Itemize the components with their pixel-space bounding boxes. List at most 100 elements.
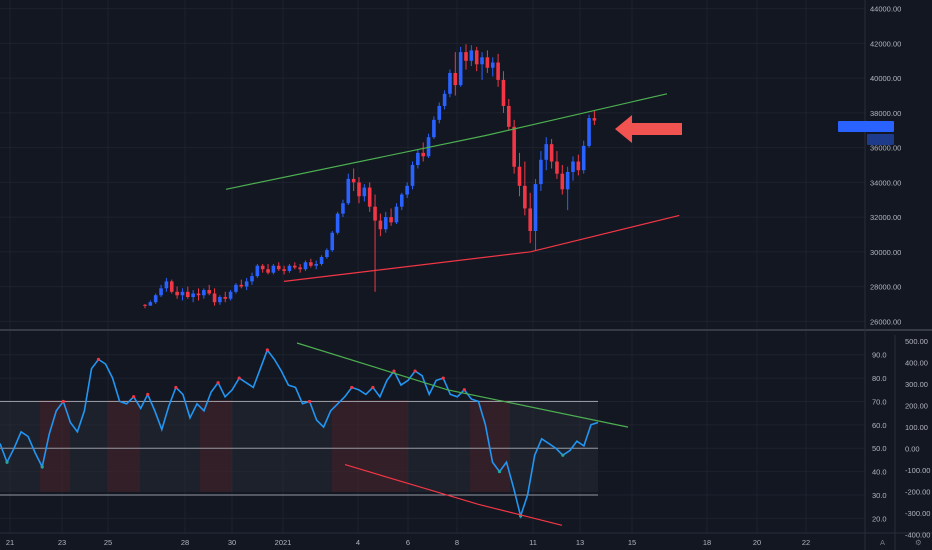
auto-scale-button[interactable]: A [880,538,885,547]
candle-body [469,50,474,61]
candle-body [191,293,195,297]
time-tick-label: 18 [703,538,711,547]
price-axis[interactable]: 26000.00 28000.00 30000.00 32000.00 34000.00… [870,5,901,327]
oscillator-peak-dot [392,369,396,373]
candle-body [490,62,495,68]
oscillator-peak-dot [132,395,136,399]
candle-body [175,291,179,296]
time-tick-label: 4 [356,538,360,547]
oscillator-series[interactable] [0,348,599,519]
candle-body [250,276,254,282]
candle-body [367,187,372,207]
candle-body [480,57,484,65]
time-tick-label: 2021 [275,538,292,547]
candle-body [330,232,335,251]
candle-body [153,295,158,303]
oscillator-peak-dot [413,369,417,373]
current-price-badge[interactable] [838,121,894,145]
candle-body [314,264,318,266]
candle-body [276,265,281,270]
candle-body [362,187,367,197]
candle-body [549,144,554,162]
osc-right-tick-label: 0.00 [905,445,920,454]
osc-left-tick-label: 50.0 [872,444,887,453]
oscillator-trough-dot [5,460,9,464]
oscillator-peak-dot [96,357,101,361]
oscillator-peak-dot [61,399,65,404]
oscillator-peak-dot [237,376,241,380]
candle-body [389,217,393,223]
osc-left-tick-label: 60.0 [872,421,887,430]
candle-body [255,265,260,277]
time-tick-label: 6 [406,538,410,547]
candle-body [143,304,147,306]
lower-trendline [283,214,680,282]
oscillator-peak-dot [174,385,178,390]
osc-right-tick-label: -100.00 [905,466,930,475]
price-badge-bg [838,121,894,132]
osc-left-tick-label: 30.0 [872,491,887,500]
tint-region [108,400,140,492]
candle-body [453,72,458,86]
candle-body [319,257,324,264]
candle-body [309,262,313,266]
osc-left-tick-label: 80.0 [872,374,887,383]
candle-body [298,267,302,270]
oscillator-trough-dot [40,465,44,469]
osc-right-tick-label: -400.00 [905,531,930,540]
oscillator-peak-dot [216,381,220,385]
time-tick-label: 8 [455,538,459,547]
oscillator-left-axis[interactable]: 20.0 30.0 40.0 50.0 60.0 70.0 80.0 90.0 [872,351,887,524]
candle-body [581,145,586,171]
candle-body [325,250,329,258]
osc-right-tick-label: 500.00 [905,337,928,346]
osc-right-tick-label: 100.00 [905,423,928,432]
candle-body [448,72,452,94]
osc-left-tick-label: 40.0 [872,468,887,477]
price-tick-label: 42000.00 [870,39,901,48]
candle-body [207,290,211,294]
candle-body [485,57,490,68]
candle-body [592,118,597,121]
oscillator-peak-dot [462,388,466,392]
candle-body [533,184,538,231]
candle-body [507,105,511,127]
candle-body [260,265,265,270]
arrow-head [615,115,632,143]
candle-body [223,297,228,299]
candle-body [501,79,506,106]
candle-body [351,178,356,183]
settings-icon[interactable]: ⚙ [915,538,922,547]
candle-body [410,165,415,186]
grid-lines [0,0,865,533]
osc-left-tick-label: 90.0 [872,351,887,360]
candle-body [202,290,206,296]
candle-body [212,293,217,303]
candlestick-series[interactable] [143,44,597,309]
time-tick-label: 20 [753,538,761,547]
trendlines[interactable] [225,93,680,526]
price-tick-label: 30000.00 [870,248,901,257]
candle-body [196,293,201,296]
candle-body [432,119,436,138]
candle-body [421,152,425,157]
candle-body [271,265,276,273]
time-axis[interactable]: 21 23 25 28 30 2021 4 6 8 11 13 15 18 20 22 [6,538,810,547]
candle-body [186,291,190,297]
time-tick-label: 13 [576,538,584,547]
price-tick-label: 28000.00 [870,283,901,292]
candle-body [405,185,409,195]
oscillator-right-axis[interactable]: 500.00 400.00 300.00 200.00 100.00 0.00 -100.0… [905,337,930,540]
time-tick-label: 15 [628,538,636,547]
upper-trendline [225,93,668,190]
candle-body [378,220,383,230]
candle-body [303,262,308,270]
scale-buttons[interactable]: A ⚙ [880,538,922,547]
arrow-annotation[interactable] [615,115,682,143]
osc-upper-trendline [296,342,629,428]
oscillator-peak-dot [441,376,445,380]
time-tick-label: 25 [104,538,112,547]
arrow-shaft [628,123,682,135]
